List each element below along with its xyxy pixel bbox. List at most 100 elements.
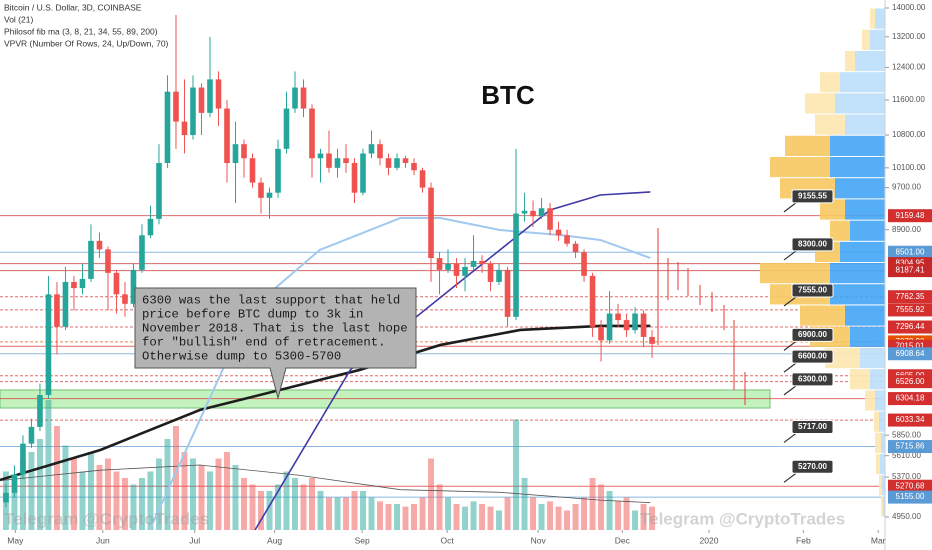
callout-box: [791, 327, 834, 342]
x-tick-label: Aug: [267, 535, 282, 545]
volume-bar: [283, 471, 290, 530]
y-tick-label: 5850.00: [892, 430, 921, 439]
candle-body: [300, 87, 307, 109]
candle-body: [453, 263, 460, 276]
price-label-box: [888, 264, 932, 278]
callout-label: 7555.00: [798, 286, 827, 295]
candle-body: [130, 269, 137, 304]
callout-pointer: [783, 340, 797, 351]
vpvr-down: [820, 199, 845, 220]
candle-body: [156, 163, 162, 219]
vpvr-down: [870, 8, 875, 29]
vpvr-down: [874, 411, 879, 432]
volume-bar: [113, 471, 120, 530]
volume-bar: [530, 497, 537, 530]
x-tick-label: Sep: [355, 535, 370, 545]
volume-bar: [521, 478, 528, 530]
price-label: 5270.68: [896, 481, 925, 490]
annotation: 6300 was the last support that held pric…: [134, 287, 417, 400]
volume-bar: [343, 497, 349, 530]
candle-body: [530, 210, 536, 217]
y-tick-label: 13200.00: [892, 32, 926, 41]
candle-body: [275, 148, 281, 193]
candle-body: [436, 258, 443, 270]
candle-body: [45, 294, 52, 396]
price-label: 6908.64: [896, 349, 925, 358]
volume-ma: [0, 464, 651, 504]
price-label: 8501.00: [896, 247, 925, 256]
volume-bar: [581, 497, 588, 530]
volume-bar: [589, 478, 596, 530]
candle-body: [360, 153, 366, 193]
price-label-box: [888, 290, 932, 304]
candle-body: [88, 240, 94, 279]
candle-body: [419, 170, 426, 188]
volume-bar: [309, 478, 315, 530]
price-label: 7296.44: [896, 322, 925, 331]
y-tick-label: 5370.00: [892, 472, 921, 481]
candle-body: [258, 182, 264, 198]
volume-bar: [479, 504, 486, 530]
callout-label: 9155.55: [798, 192, 827, 201]
candle-body: [28, 426, 35, 444]
volume-bar: [130, 484, 137, 530]
callout-box: [791, 283, 834, 298]
vpvr-down: [881, 496, 883, 517]
price-label-box: [888, 440, 932, 454]
volume-bar: [513, 419, 520, 530]
annotation-line: price before BTC dump to 3k in: [142, 307, 363, 321]
vpvr-up: [835, 178, 885, 199]
candle-body: [20, 443, 26, 475]
candle-body: [581, 252, 587, 276]
price-label-box: [888, 413, 932, 427]
volume-bar: [326, 497, 332, 530]
price-label: 9159.48: [896, 211, 925, 220]
volume-bar: [538, 504, 545, 530]
callout-pointer: [783, 362, 797, 373]
volume-bar: [181, 452, 188, 530]
volume-bar: [598, 484, 605, 530]
vpvr-down: [876, 453, 880, 475]
candle-body: [249, 158, 256, 183]
volume-bar: [411, 504, 417, 530]
candle-body: [343, 158, 349, 164]
candle-body: [428, 187, 434, 259]
volume-bar: [436, 484, 443, 530]
annotation-line: 6300 was the last support that held: [142, 293, 400, 307]
candle-body: [122, 294, 128, 304]
x-tick-label: Jun: [96, 535, 110, 545]
volume-bar: [453, 504, 460, 530]
vpvr-down: [760, 263, 830, 284]
candle-body: [198, 87, 205, 113]
vpvr-up: [882, 475, 885, 496]
volume-bar: [317, 491, 324, 530]
candle-body: [266, 192, 273, 198]
price-label: 7555.92: [896, 305, 925, 314]
volume-bar: [53, 426, 60, 530]
vpvr-down: [770, 156, 830, 178]
price-label: 8304.95: [896, 259, 925, 268]
volume-bar: [79, 471, 86, 530]
candle-body: [62, 281, 69, 327]
callout-pointer: [783, 472, 797, 483]
candle-body: [326, 153, 332, 168]
volume-bar: [615, 501, 622, 530]
candle-body: [224, 108, 230, 164]
volume-bar: [300, 484, 307, 530]
volume-bar: [623, 497, 630, 530]
candle-body: [598, 326, 604, 341]
candle-body: [37, 395, 43, 427]
vpvr-down: [845, 50, 855, 72]
candle-body: [215, 79, 222, 109]
candle-body: [207, 79, 213, 113]
vpvr-down: [850, 369, 870, 390]
candle-body: [623, 320, 630, 331]
volume-bar: [564, 510, 571, 530]
vpvr-down: [785, 135, 830, 156]
candle-body: [377, 144, 383, 159]
y-tick-label: 5610.00: [892, 451, 921, 460]
candle-body: [470, 260, 477, 267]
volume-bar: [19, 458, 26, 530]
vpvr-up: [880, 453, 885, 475]
volume-bar: [11, 478, 18, 530]
